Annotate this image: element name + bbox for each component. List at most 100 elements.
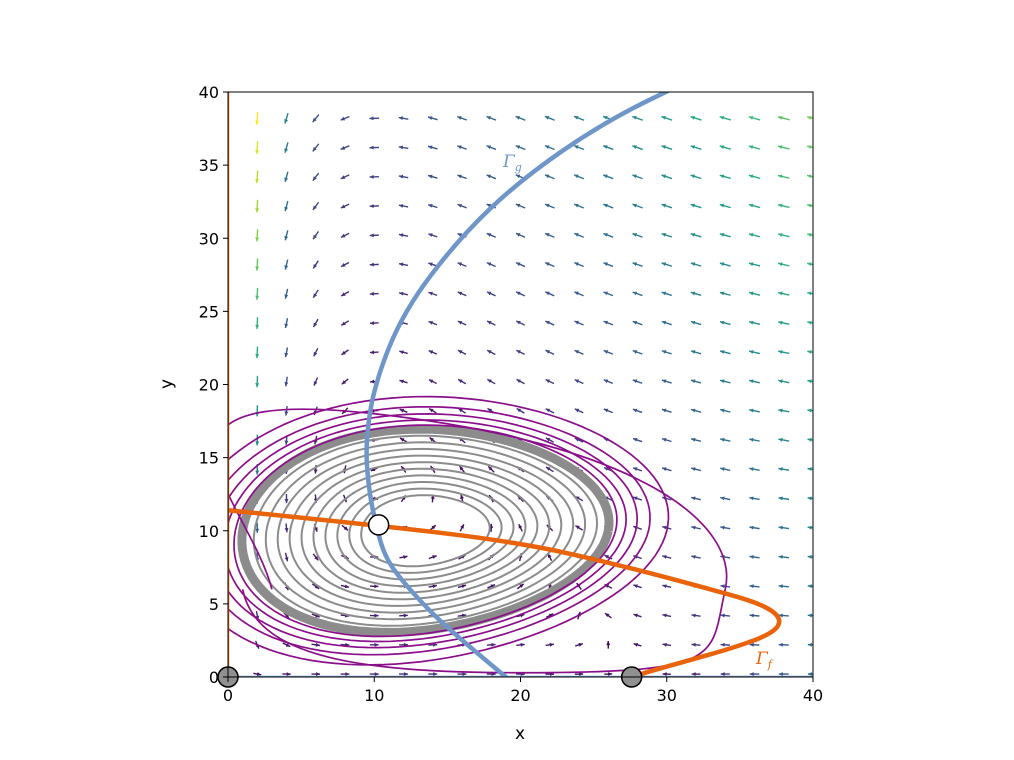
vector-arrowhead	[749, 408, 754, 413]
vector-arrowhead	[719, 115, 725, 120]
vector-arrowhead	[661, 379, 667, 384]
vector-arrowhead	[341, 350, 346, 355]
outer-trajectory	[228, 419, 627, 643]
vector-arrowhead	[429, 437, 434, 442]
vector-arrowhead	[606, 641, 611, 646]
vector-arrowhead	[427, 116, 433, 120]
vector-arrowhead	[632, 379, 638, 384]
vector-arrowhead	[255, 441, 260, 446]
vector-arrowhead	[399, 408, 405, 413]
vector-arrowhead	[487, 408, 493, 413]
vector-arrowhead	[632, 174, 637, 179]
vector-arrowhead	[749, 496, 754, 501]
vector-arrowhead	[579, 672, 584, 677]
vector-arrowhead	[749, 554, 754, 559]
vector-arrowhead	[608, 672, 613, 677]
vector-arrowhead	[312, 147, 317, 152]
gamma-g-nullcline	[364, 92, 671, 677]
vector-arrowhead	[486, 233, 492, 237]
gamma-f-label: Γf	[755, 649, 774, 671]
vector-arrowhead	[690, 350, 696, 354]
vector-arrowhead	[749, 320, 754, 325]
vector-arrowhead	[574, 291, 579, 296]
vector-arrowhead	[398, 174, 404, 179]
vector-arrowhead	[457, 321, 463, 325]
vector-arrowhead	[807, 203, 812, 208]
vector-arrowhead	[490, 584, 496, 589]
vector-arrowhead	[255, 295, 260, 300]
vector-arrowhead	[691, 555, 696, 559]
vector-arrowhead	[458, 408, 463, 413]
vector-arrowhead	[603, 467, 609, 471]
vector-arrowhead	[341, 380, 347, 385]
vector-arrowhead	[369, 321, 375, 326]
y-tick-label: 5	[209, 595, 219, 614]
vector-arrowhead	[603, 116, 608, 120]
vector-arrowhead	[518, 524, 523, 529]
vector-arrowhead	[315, 642, 320, 647]
incoming-trajectory	[228, 408, 728, 674]
vector-arrowhead	[515, 203, 521, 208]
vector-arrowhead	[749, 467, 754, 472]
vector-arrowhead	[749, 642, 754, 647]
vector-arrowhead	[519, 583, 524, 588]
vector-arrowhead	[545, 379, 551, 384]
vector-arrowhead	[603, 379, 609, 384]
vector-arrowhead	[748, 145, 754, 149]
vector-arrowhead	[460, 524, 464, 529]
vector-arrowhead	[399, 350, 404, 355]
gamma-f-label-main: Γ	[755, 649, 769, 669]
vector-arrowhead	[486, 145, 492, 150]
vector-arrowhead	[778, 554, 783, 559]
gamma-f-label-sub: f	[767, 658, 774, 671]
vector-arrowhead	[603, 262, 608, 267]
vector-arrowhead	[661, 408, 667, 413]
vector-arrowhead	[457, 145, 462, 150]
inner-trajectory	[264, 441, 587, 621]
vector-arrowhead	[603, 320, 609, 325]
vector-arrowhead	[457, 174, 462, 179]
vector-arrowhead	[312, 176, 317, 181]
vector-arrowhead	[719, 145, 725, 149]
vector-arrowhead	[398, 204, 404, 208]
vector-arrowhead	[690, 203, 696, 208]
vector-arrowhead	[345, 672, 350, 677]
vector-arrowhead	[312, 117, 317, 123]
y-tick-label: 35	[199, 156, 219, 175]
vector-arrowhead	[749, 291, 754, 296]
vector-arrowhead	[778, 203, 783, 208]
vector-arrowhead	[633, 496, 638, 501]
vector-arrowhead	[459, 466, 464, 471]
vector-arrowhead	[369, 350, 375, 355]
vector-arrowhead	[398, 116, 404, 121]
vector-arrowhead	[632, 203, 637, 208]
vector-arrowhead	[749, 262, 754, 267]
vector-arrowhead	[428, 233, 433, 237]
vector-arrowhead	[807, 584, 812, 589]
y-tick-label: 30	[199, 229, 219, 248]
vector-arrowhead	[284, 323, 289, 328]
vector-arrowhead	[778, 350, 783, 354]
vector-arrowhead	[369, 174, 374, 179]
vector-arrowhead	[605, 613, 610, 618]
vector-arrowhead	[403, 555, 408, 559]
vector-arrowhead	[255, 266, 260, 271]
vector-arrowhead	[486, 174, 492, 179]
vector-arrowhead	[433, 672, 438, 677]
vector-arrowhead	[515, 174, 521, 179]
inner-trajectory	[276, 447, 575, 614]
vector-arrowhead	[549, 642, 554, 647]
y-tick-label: 20	[199, 376, 219, 395]
vector-arrowhead	[633, 613, 638, 618]
x-axis-label: x	[515, 724, 525, 744]
vector-arrowhead	[284, 206, 289, 212]
vector-arrowhead	[575, 525, 580, 530]
y-tick-label: 15	[199, 449, 219, 468]
vector-arrowhead	[778, 613, 783, 618]
inner-trajectory	[360, 494, 491, 568]
vector-arrowhead	[749, 672, 754, 677]
vector-arrowhead	[369, 116, 374, 121]
vector-arrowhead	[778, 379, 783, 384]
vector-arrowhead	[662, 613, 667, 618]
